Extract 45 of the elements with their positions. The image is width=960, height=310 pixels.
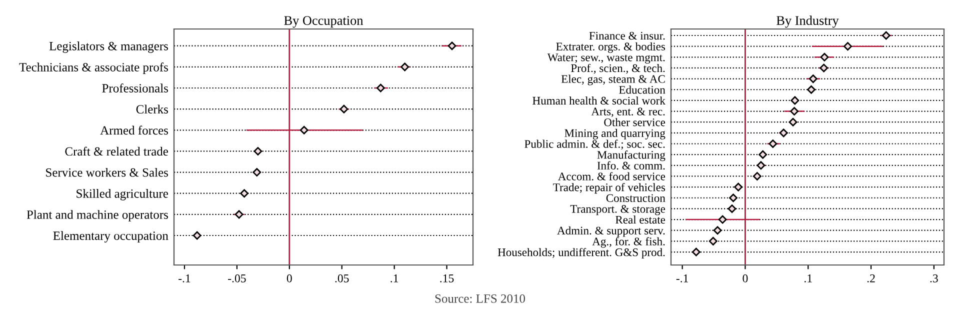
y-tick-label: Extrater. orgs. & bodies [556,42,666,53]
y-tick-label: Households; undifferent. G&S prod. [498,248,665,259]
y-tick-label: Skilled agriculture [76,189,168,200]
y-tick-label: Education [619,86,666,94]
y-tick-label: Public admin. & def.; soc. sec. [524,140,665,150]
y-tick-label: Service workers & Sales [46,168,168,177]
y-tick-label: Clerks [136,104,168,114]
y-tick-label: Technicians & associate profs [19,62,168,74]
x-tick-label: .3 [930,274,938,282]
y-tick-label: Prof., scien., & tech. [571,64,665,74]
x-tick-label: .1 [804,274,812,282]
y-tick-label: Mining and quarrying [564,128,666,140]
y-tick-label: Construction [606,194,666,202]
x-tick-label: .2 [867,274,875,282]
y-tick-label: Other service [604,118,666,126]
x-tick-label: .15 [440,274,454,282]
chart-title: By Industry [776,16,839,28]
chart-title: By Occupation [284,16,364,28]
y-tick-label: Arts, ent. & rec. [591,108,665,118]
y-tick-label: Transport. & storage [570,205,666,216]
x-tick-label: 0 [286,274,292,282]
x-tick-label: -.1 [178,274,190,282]
y-tick-label: Real estate [616,216,666,224]
y-tick-label: Trade; repair of vehicles [553,182,666,194]
y-tick-label: Ag., for. & fish. [592,237,665,248]
y-tick-label: Admin. & support serv. [557,226,665,237]
y-tick-label: Water; sew., waste mgmt. [547,54,665,64]
y-tick-label: Craft & related trade [65,146,168,156]
y-tick-label: Elec, gas, steam & AC [561,74,665,86]
x-tick-label: .05 [335,274,349,282]
y-tick-label: Armed forces [100,126,168,135]
y-tick-label: Plant and machine operators [26,210,168,222]
y-tick-label: Accom. & food service [558,172,666,180]
y-tick-label: Professionals [102,84,168,92]
y-tick-label: Finance & insur. [589,32,665,40]
y-tick-label: Elementary occupation [53,231,168,243]
y-tick-label: Manufacturing [597,150,666,162]
x-tick-label: -.05 [228,274,246,282]
source-note: Source: LFS 2010 [435,294,526,303]
y-tick-label: Human health & social work [532,96,666,105]
x-tick-label: -.1 [676,274,688,282]
y-tick-label: Legislators & managers [49,42,168,53]
y-tick-label: Info. & comm. [597,161,665,170]
x-tick-label: 0 [742,274,748,282]
x-tick-label: .1 [390,274,398,282]
